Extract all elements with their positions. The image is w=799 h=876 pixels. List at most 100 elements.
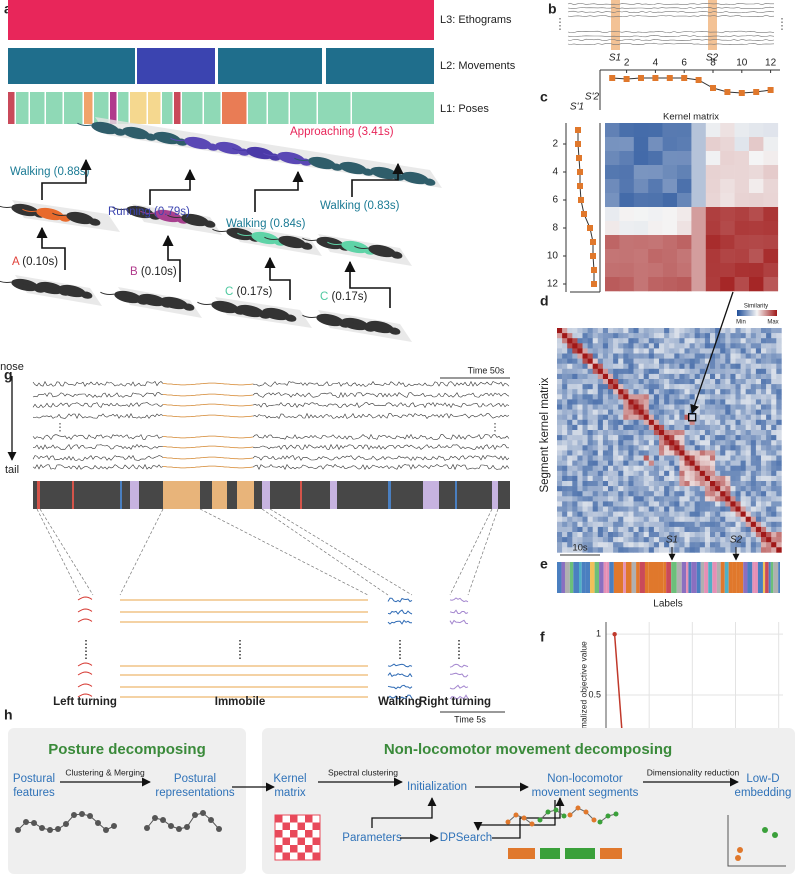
- chain-dot: [613, 811, 619, 817]
- matrix-cell: [684, 424, 690, 431]
- matrix-cell: [740, 475, 746, 482]
- matrix-cell: [633, 547, 639, 553]
- matrix-cell: [653, 460, 660, 466]
- label-stripe: [569, 562, 574, 593]
- matrix-cell: [755, 424, 762, 431]
- matrix-cell: [628, 399, 634, 405]
- matrix-cell: [735, 537, 741, 543]
- matrix-cell: [582, 399, 588, 405]
- matrix-cell: [582, 455, 588, 461]
- matrix-cell: [669, 516, 675, 523]
- matrix-cell: [577, 532, 583, 538]
- trace: [567, 42, 775, 46]
- segment-trace: [449, 694, 469, 700]
- matrix-cell: [715, 501, 721, 507]
- matrix-cell: [618, 363, 624, 370]
- matrix-cell: [577, 521, 583, 528]
- matrix-cell: [587, 542, 593, 548]
- segment-trace: [387, 597, 413, 603]
- matrix-cell: [608, 343, 614, 349]
- matrix-cell: [766, 430, 772, 436]
- matrix-cell: [597, 496, 604, 502]
- matrix-cell: [623, 470, 629, 477]
- matrix-cell: [613, 465, 619, 472]
- matrix-cell: [734, 165, 750, 180]
- matrix-cell: [710, 379, 716, 385]
- matrix-cell: [761, 394, 767, 400]
- matrix-cell: [699, 501, 706, 507]
- matrix-cell: [664, 409, 670, 415]
- matrix-cell: [587, 348, 593, 354]
- matrix-cell: [633, 137, 649, 152]
- matrix-cell: [771, 384, 777, 390]
- matrix-cell: [623, 501, 629, 507]
- panel-label: f: [540, 629, 545, 645]
- matrix-cell: [628, 373, 634, 380]
- matrix-cell: [699, 532, 706, 538]
- matrix-cell: [715, 430, 721, 436]
- matrix-cell: [755, 358, 762, 364]
- matrix-cell: [766, 435, 772, 441]
- matrix-cell: [567, 353, 573, 359]
- mouse-tail: [167, 214, 182, 218]
- matrix-cell: [694, 399, 701, 405]
- matrix-cell: [699, 338, 706, 344]
- y-tick-label: 0.5: [588, 689, 601, 699]
- matrix-cell: [572, 481, 578, 487]
- matrix-cell: [674, 363, 680, 370]
- matrix-cell: [664, 516, 670, 523]
- matrix-cell: [730, 450, 736, 456]
- matrix-cell: [572, 424, 578, 431]
- segment-trace: [449, 597, 469, 603]
- matrix-cell: [648, 532, 655, 538]
- matrix-cell: [710, 440, 716, 446]
- matrix-cell: [643, 404, 650, 410]
- matrix-cell: [623, 399, 629, 405]
- matrix-cell: [664, 430, 670, 436]
- matrix-cell: [623, 333, 629, 339]
- matrix-cell: [643, 526, 650, 533]
- chain-dot: [591, 817, 597, 823]
- matrix-cell: [608, 491, 614, 497]
- matrix-cell: [572, 491, 578, 497]
- pose-bar: [118, 92, 129, 124]
- matrix-cell: [608, 481, 614, 487]
- matrix-cell: [577, 404, 583, 410]
- matrix-cell: [677, 137, 692, 152]
- pose-letter: B: [130, 266, 138, 278]
- y-tick-label: 4: [552, 167, 558, 178]
- matrix-cell: [669, 328, 675, 334]
- matrix-cell: [679, 394, 685, 400]
- matrix-cell: [602, 455, 609, 461]
- matrix-cell: [648, 353, 655, 359]
- matrix-cell: [659, 481, 665, 487]
- matrix-cell: [648, 368, 655, 375]
- checker-cell: [312, 852, 320, 860]
- matrix-cell: [699, 384, 706, 390]
- matrix-cell: [669, 353, 675, 359]
- matrix-cell: [659, 516, 665, 523]
- matrix-cell: [674, 501, 680, 507]
- matrix-cell: [745, 389, 752, 395]
- matrix-cell: [715, 475, 721, 482]
- matrix-cell: [567, 343, 573, 349]
- matrix-cell: [674, 353, 680, 359]
- label-stripe: [300, 481, 302, 509]
- matrix-cell: [587, 435, 593, 441]
- matrix-cell: [587, 389, 593, 395]
- matrix-cell: [618, 481, 624, 487]
- matrix-cell: [710, 470, 716, 477]
- matrix-cell: [677, 207, 692, 222]
- matrix-cell: [715, 486, 721, 492]
- matrix-cell: [750, 363, 757, 370]
- movement-bar: [137, 48, 215, 84]
- matrix-cell: [592, 445, 599, 451]
- matrix-cell: [689, 424, 695, 431]
- matrix-cell: [648, 445, 655, 451]
- matrix-cell: [628, 333, 634, 339]
- matrix-cell: [710, 409, 716, 415]
- matrix-cell: [710, 501, 716, 507]
- matrix-cell: [664, 404, 670, 410]
- matrix-cell: [776, 511, 782, 517]
- matrix-cell: [705, 249, 721, 264]
